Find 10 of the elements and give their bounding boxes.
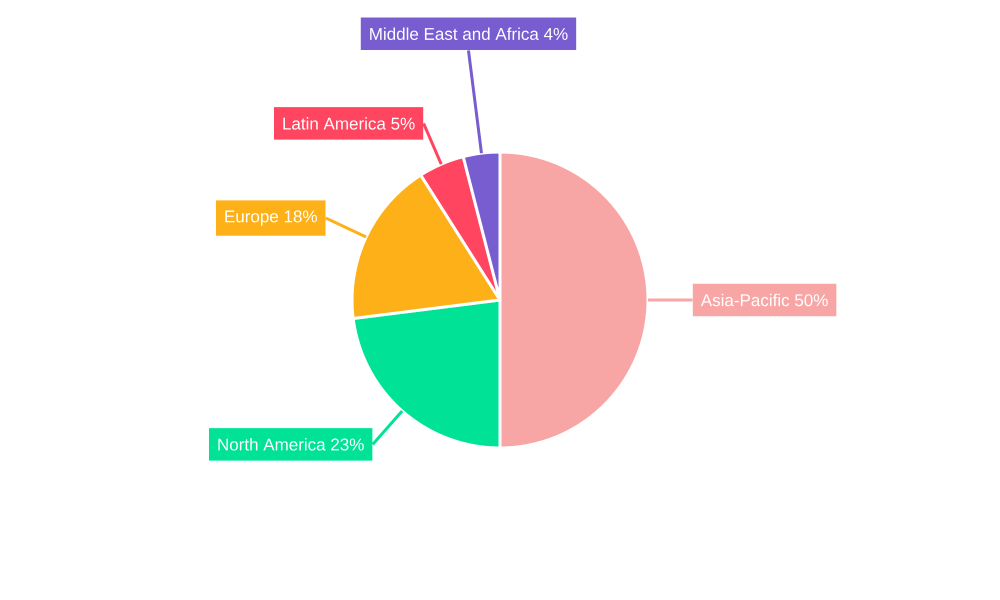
data-label: 18% <box>284 210 317 222</box>
slice-label: Europe <box>225 210 278 226</box>
data-label: 23% <box>331 438 364 451</box>
slice-label: Latin America <box>283 117 386 130</box>
data-label: 5% <box>391 118 415 130</box>
data-label: 4% <box>544 28 568 40</box>
slice-label: Middle East and Africa <box>370 27 539 40</box>
data-label: 50% <box>795 294 828 306</box>
slice-label: North America <box>218 438 326 451</box>
slice-label: Asia-Pacific <box>700 294 790 306</box>
